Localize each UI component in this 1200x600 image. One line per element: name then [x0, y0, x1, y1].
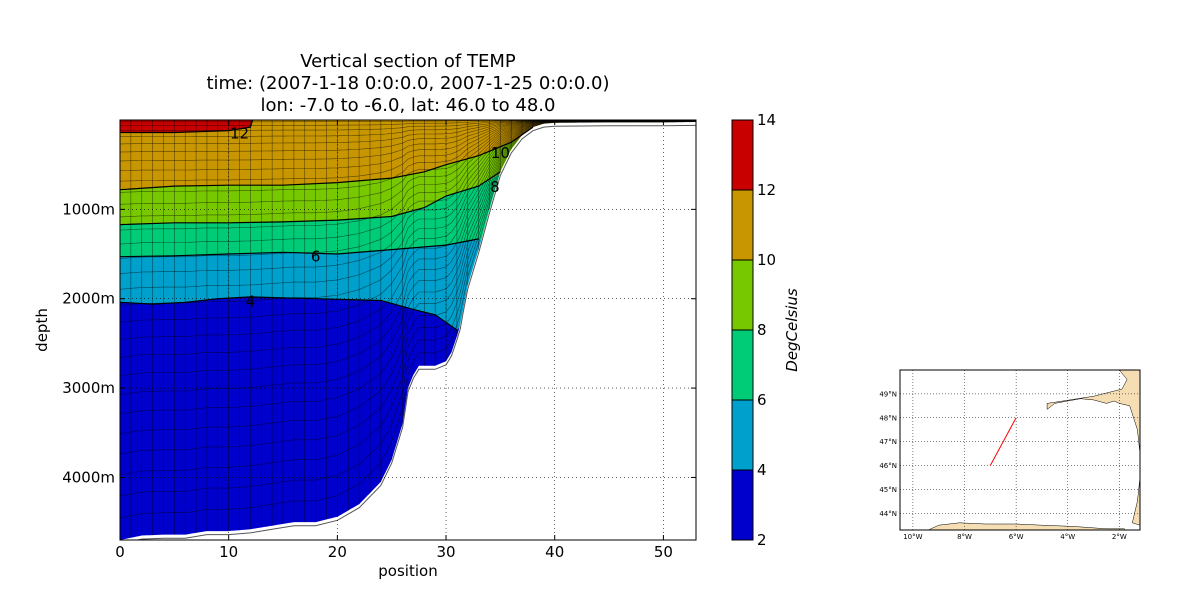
x-axis-label: position	[378, 562, 437, 580]
mesh-layer	[120, 120, 696, 123]
colorbar-tick-label: 2	[757, 531, 767, 549]
isotherm-12	[120, 120, 254, 134]
contour-labels: 12 10 8 6 4	[230, 124, 510, 310]
title-line-2: time: (2007-1-18 0:0:0.0, 2007-1-25 0:0:…	[206, 73, 609, 94]
colorbar-band	[732, 470, 753, 540]
contour-label: 8	[490, 178, 500, 196]
isotherm-4	[120, 296, 458, 331]
title-line-1: Vertical section of TEMP	[300, 51, 516, 72]
colorbar-tick-label: 6	[757, 391, 767, 409]
colorbar-band	[732, 330, 753, 400]
x-tick-label: 40	[545, 543, 564, 561]
map-lat-label: 49°N	[879, 390, 897, 398]
map-lat-label: 47°N	[879, 438, 897, 446]
temperature-band-4-6	[120, 121, 696, 330]
map-lat-label: 45°N	[879, 486, 897, 494]
colorbar: 2 4 6 8 10 12 14 DegCelsius	[731, 111, 801, 549]
colorbar-band	[732, 400, 753, 470]
temperature-band-2-4	[120, 121, 696, 540]
x-tick-label: 50	[654, 543, 673, 561]
isotherm-lines	[120, 120, 534, 331]
map-longitude-ticks: 10°W 8°W 6°W 4°W 2°W	[903, 533, 1127, 541]
location-map: 10°W 8°W 6°W 4°W 2°W 44°N 45°N 46°N 47°N 48°N 49°…	[879, 369, 1141, 541]
colorbar-bands	[732, 120, 753, 540]
map-lon-label: 8°W	[957, 533, 972, 541]
map-lon-label: 2°W	[1112, 533, 1127, 541]
contour-label: 10	[491, 144, 510, 162]
section-plot: 12 10 8 6 4 0 10 20 30 40 50 1000m 2000m 3000m 4000m…	[33, 119, 697, 580]
plot-frame	[119, 119, 697, 541]
map-lon-label: 10°W	[903, 533, 922, 541]
y-axis-ticks: 1000m 2000m 3000m 4000m	[62, 200, 696, 486]
isotherm-6	[120, 238, 479, 258]
map-lat-label: 48°N	[879, 414, 897, 422]
y-tick-label: 4000m	[62, 468, 115, 486]
colorbar-tick-label: 10	[757, 251, 776, 269]
y-tick-label: 2000m	[62, 290, 115, 308]
x-tick-label: 0	[115, 543, 125, 561]
colorbar-label: DegCelsius	[783, 288, 801, 372]
land-area	[1046, 370, 1140, 526]
contour-label: 6	[311, 248, 321, 266]
sigma-mesh	[120, 120, 696, 540]
section-line	[989, 417, 1017, 466]
temperature-band-6-8	[120, 121, 696, 257]
x-tick-label: 10	[219, 543, 238, 561]
isotherm-8	[120, 171, 501, 226]
contour-label: 12	[230, 124, 249, 142]
map-lat-label: 44°N	[879, 510, 897, 518]
colorbar-band	[732, 260, 753, 330]
temperature-band-12-14	[120, 120, 696, 133]
mesh-layer	[120, 120, 696, 126]
map-lon-label: 6°W	[1009, 533, 1024, 541]
colorbar-tick-label: 4	[757, 461, 767, 479]
colorbar-tick-label: 8	[757, 321, 767, 339]
x-tick-label: 30	[436, 543, 455, 561]
spain-coast	[928, 522, 1125, 530]
temperature-band-10-12	[120, 120, 696, 190]
temperature-band-8-10	[120, 121, 696, 225]
colorbar-ticks: 2 4 6 8 10 12 14	[732, 111, 776, 549]
isotherm-10	[120, 126, 534, 191]
colorbar-tick-label: 12	[757, 181, 776, 199]
bathymetry-outline	[134, 124, 696, 540]
map-lat-label: 46°N	[879, 462, 897, 470]
x-tick-label: 20	[328, 543, 347, 561]
y-tick-label: 3000m	[62, 379, 115, 397]
mesh-layer	[120, 121, 696, 519]
y-tick-label: 1000m	[62, 200, 115, 218]
plot-grid	[120, 120, 696, 540]
colorbar-tick-label: 14	[757, 111, 776, 129]
temperature-bands	[120, 120, 696, 540]
colorbar-band	[732, 120, 753, 190]
contour-label: 4	[246, 292, 256, 310]
y-axis-label: depth	[33, 308, 51, 352]
map-frame	[899, 369, 1141, 531]
map-graticule	[900, 370, 1140, 530]
map-lon-label: 4°W	[1060, 533, 1075, 541]
title-line-3: lon: -7.0 to -6.0, lat: 46.0 to 48.0	[261, 95, 556, 116]
chart-title: Vertical section of TEMP time: (2007-1-1…	[206, 51, 609, 116]
map-latitude-ticks: 44°N 45°N 46°N 47°N 48°N 49°N	[879, 390, 897, 517]
colorbar-band	[732, 190, 753, 260]
x-axis-ticks: 0 10 20 30 40 50	[115, 120, 673, 561]
